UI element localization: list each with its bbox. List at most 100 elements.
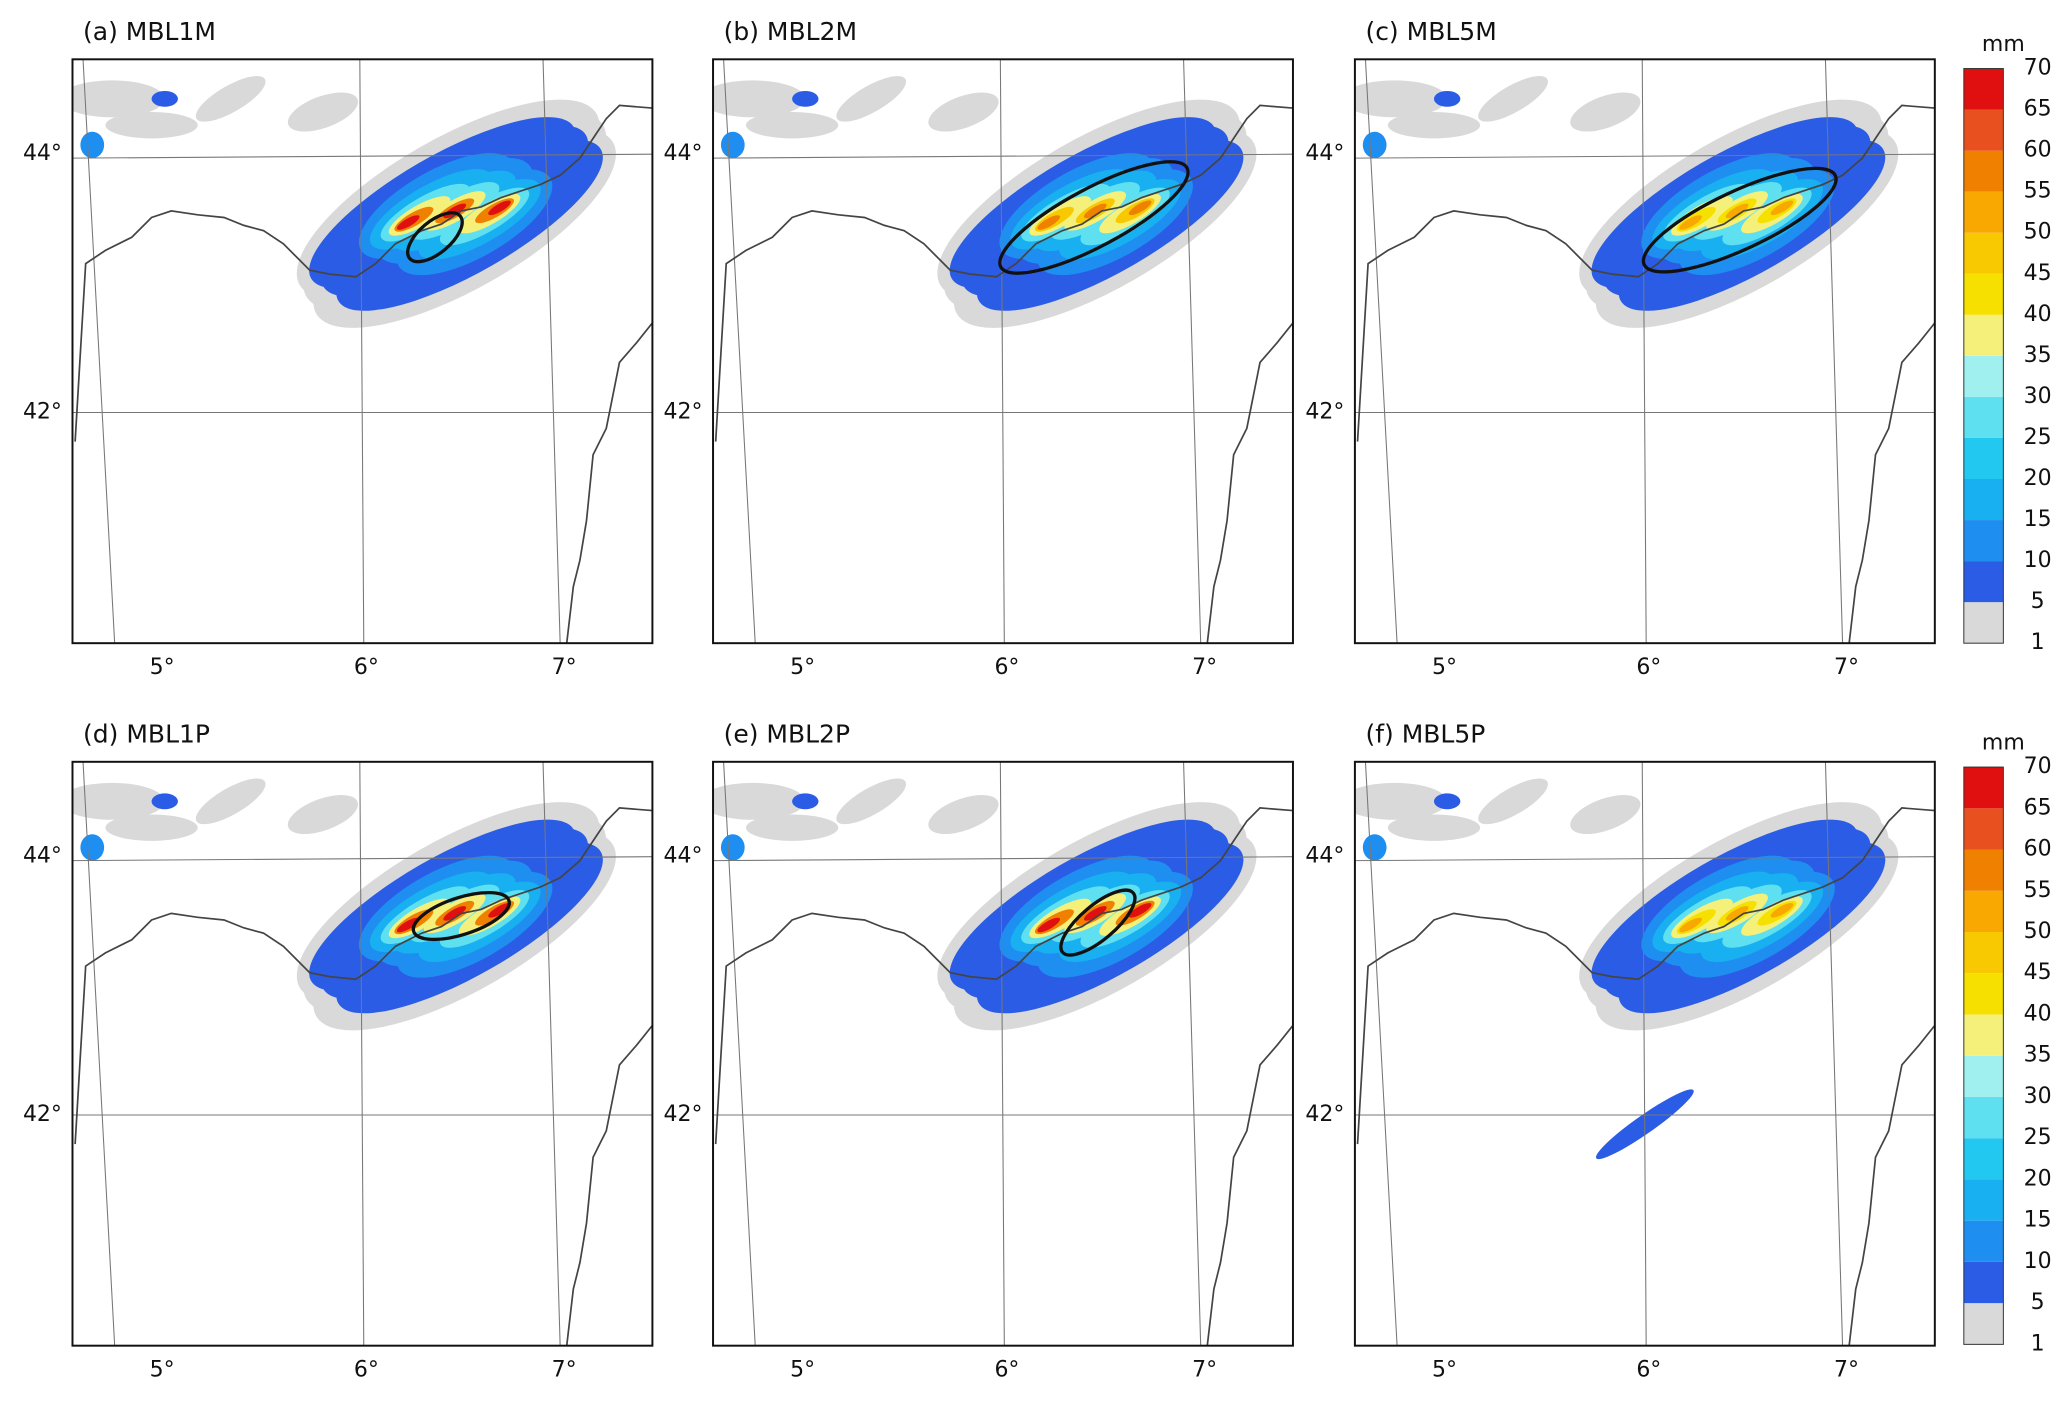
colorbar-unit: mm <box>1982 730 2025 755</box>
precip-patch <box>836 76 907 122</box>
colorbar-label: 10 <box>2024 1249 2052 1274</box>
map-panel <box>712 760 1294 1347</box>
lon-label: 5° <box>1432 655 1457 680</box>
lat-label: 42° <box>1305 1102 1344 1127</box>
precip-patch <box>1387 112 1481 139</box>
map-panel <box>1353 58 1936 645</box>
colorbar-cell <box>1963 314 2004 356</box>
meridian <box>723 761 756 1346</box>
precip-patch <box>105 814 198 841</box>
panel-label: (d) MBL1P <box>83 719 210 748</box>
colorbar-label: 70 <box>2024 754 2052 779</box>
parallel <box>72 153 653 159</box>
lon-label: 7° <box>552 1358 577 1383</box>
colorbar-cell <box>1963 767 2004 809</box>
precip-patch <box>287 92 359 132</box>
panel-label: (f) MBL5P <box>1365 719 1485 748</box>
meridian <box>359 761 365 1346</box>
colorbar-label: 70 <box>2024 56 2052 81</box>
precip-patch <box>1354 80 1448 118</box>
panel-frame <box>71 760 654 1347</box>
precip-patch <box>745 814 839 841</box>
lat-label: 42° <box>1305 400 1344 425</box>
colorbar-label: 20 <box>2024 1166 2052 1191</box>
colorbar-cell <box>1963 355 2004 397</box>
precip-patch <box>720 131 745 159</box>
precip-area <box>1679 917 1702 933</box>
precip-patch <box>1362 834 1387 861</box>
coastline <box>74 104 653 442</box>
colorbar-frame <box>1963 766 2004 1345</box>
lon-label: 5° <box>790 655 815 680</box>
parallel <box>713 153 1293 159</box>
meridian <box>82 59 116 644</box>
colorbar-cell <box>1963 890 2004 933</box>
colorbar-cell <box>1963 437 2004 479</box>
precip-patch <box>1478 778 1548 825</box>
highlight-ellipse <box>1641 166 1838 274</box>
lon-label: 6° <box>354 1358 379 1383</box>
panel-frame <box>1353 760 1936 1347</box>
colorbar-cell <box>1963 808 2004 850</box>
precip-patch <box>713 782 806 820</box>
precip-area <box>1037 215 1061 230</box>
lat-label: 44° <box>23 844 62 869</box>
lon-label: 5° <box>790 1358 815 1383</box>
meridian <box>1641 761 1647 1346</box>
lon-label: 5° <box>150 1358 175 1383</box>
colorbar-cell <box>1963 1055 2004 1097</box>
colorbar-cell <box>1963 561 2004 603</box>
meridian <box>723 59 756 644</box>
precip-patch <box>713 80 806 118</box>
colorbar-cell <box>1963 1220 2004 1262</box>
colorbar-label: 5 <box>2031 589 2045 614</box>
meridian <box>999 59 1005 644</box>
precip-patch <box>1570 92 1641 132</box>
precip-patch <box>1387 814 1481 841</box>
colorbar-label: 45 <box>2024 960 2052 985</box>
panel-frame <box>712 58 1294 645</box>
colorbar-label: 45 <box>2024 261 2052 286</box>
colorbar-cell <box>1963 1138 2004 1180</box>
colorbar-label: 15 <box>2024 507 2052 532</box>
precip-area <box>1128 903 1152 918</box>
colorbar-label: 65 <box>2024 97 2052 122</box>
colorbar-cell <box>1963 1096 2004 1139</box>
precip-patch <box>287 795 359 835</box>
panel-label: (b) MBL2M <box>724 17 857 46</box>
lon-label: 6° <box>994 655 1019 680</box>
parallel <box>1354 153 1935 159</box>
lat-label: 42° <box>663 400 702 425</box>
map-content <box>713 761 1293 1346</box>
precip-patch <box>151 90 178 107</box>
colorbar-cell <box>1963 68 2004 110</box>
precip-patch <box>1354 782 1448 820</box>
lon-label: 6° <box>994 1358 1019 1383</box>
coastline <box>1356 807 1935 1145</box>
colorbar-label: 5 <box>2031 1290 2045 1315</box>
highlight-ellipse <box>998 160 1190 275</box>
colorbar-label: 50 <box>2024 919 2052 944</box>
lon-label: 6° <box>354 655 379 680</box>
map-content <box>72 761 653 1346</box>
map-panel <box>1353 760 1936 1347</box>
precip-area <box>488 903 511 918</box>
meridian <box>1183 761 1202 1346</box>
coastline <box>1206 322 1293 644</box>
colorbar-frame <box>1963 68 2004 644</box>
lat-label: 44° <box>23 141 62 166</box>
coastline <box>74 807 653 1145</box>
lon-label: 5° <box>150 655 175 680</box>
lat-label: 44° <box>1305 844 1344 869</box>
colorbar-cell <box>1963 1179 2004 1221</box>
meridian <box>1364 59 1398 644</box>
precip-patch <box>72 80 165 118</box>
lon-label: 6° <box>1636 655 1661 680</box>
colorbar-label: 10 <box>2024 548 2052 573</box>
lon-label: 7° <box>552 655 577 680</box>
lat-label: 42° <box>23 1102 62 1127</box>
lon-label: 7° <box>1192 1358 1217 1383</box>
highlight-ellipse <box>406 211 464 264</box>
precip-area <box>396 917 420 933</box>
colorbar-label: 55 <box>2024 179 2052 204</box>
